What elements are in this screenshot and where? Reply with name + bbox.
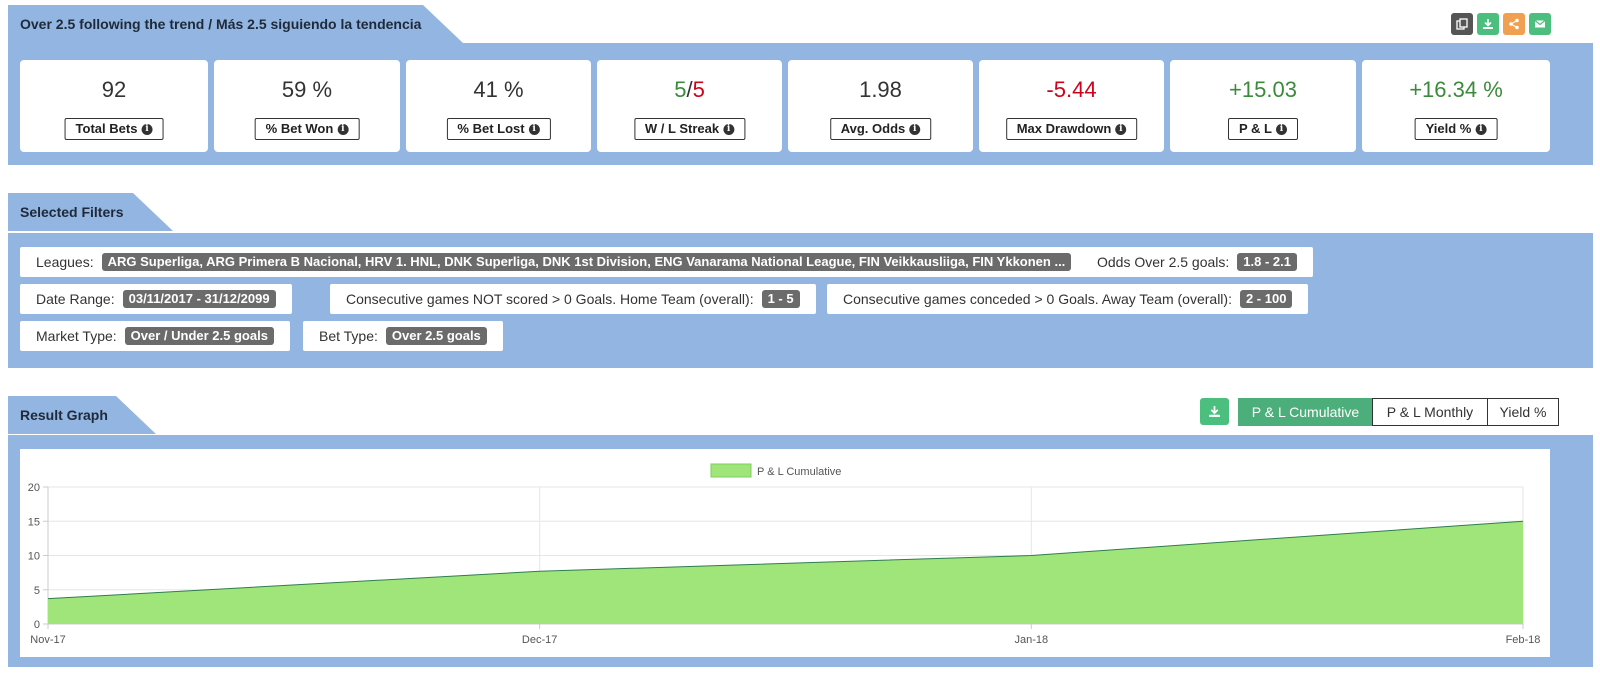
strategy-header: Over 2.5 following the trend / Más 2.5 s…	[8, 5, 463, 43]
stat-value: 5/5	[674, 77, 705, 102]
stat-total-bets: 92 Total Bets i	[20, 60, 208, 152]
tab-pl-monthly[interactable]: P & L Monthly	[1372, 398, 1488, 426]
y-tick-label: 20	[28, 482, 40, 494]
legend-label: P & L Cumulative	[757, 466, 841, 478]
copy-icon	[1456, 18, 1468, 30]
download-button[interactable]	[1477, 13, 1499, 35]
filter-label: Bet Type:	[319, 328, 378, 344]
filter-conceded: Consecutive games conceded > 0 Goals. Aw…	[827, 284, 1309, 314]
stat-value: 41 %	[473, 77, 524, 102]
filter-label: Leagues:	[36, 254, 94, 270]
stat-label[interactable]: % Bet Lost i	[446, 118, 551, 140]
filters-title: Selected Filters	[20, 204, 124, 220]
graph-download-button[interactable]	[1200, 398, 1229, 425]
y-tick-label: 15	[28, 516, 40, 528]
info-icon[interactable]: i	[1475, 123, 1487, 135]
x-tick-label: Jan-18	[1015, 634, 1049, 646]
pl-cumulative-chart: 0 5 10 15 20 Nov-17 Dec-17 Jan-18 Feb-18 P & L Cu…	[28, 463, 1541, 646]
stat-label[interactable]: Total Bets i	[64, 118, 164, 140]
stat-label[interactable]: Yield % i	[1414, 118, 1498, 140]
legend-swatch	[710, 463, 752, 478]
info-icon[interactable]: i	[1276, 123, 1287, 135]
info-icon[interactable]: i	[528, 123, 540, 135]
graph-title: Result Graph	[20, 407, 108, 423]
stat-label[interactable]: W / L Streak i	[633, 118, 746, 140]
share-button[interactable]	[1503, 13, 1525, 35]
stat-label[interactable]: Avg. Odds i	[829, 118, 932, 140]
email-button[interactable]	[1529, 13, 1551, 35]
y-tick-label: 10	[28, 551, 40, 563]
envelope-icon	[1534, 20, 1546, 28]
stat-yield: +16.34 % Yield % i	[1362, 60, 1550, 152]
info-icon[interactable]: i	[909, 123, 921, 135]
y-tick-label: 5	[34, 585, 40, 597]
filter-value: 1.8 - 2.1	[1237, 253, 1297, 271]
graph-header: Result Graph	[8, 396, 156, 434]
stat-avg-odds: 1.98 Avg. Odds i	[788, 60, 973, 152]
filter-label: Consecutive games NOT scored > 0 Goals. …	[346, 291, 754, 307]
tab-pl-cumulative[interactable]: P & L Cumulative	[1238, 398, 1373, 426]
x-tick-label: Nov-17	[30, 634, 65, 646]
filter-label: Odds Over 2.5 goals:	[1097, 254, 1230, 270]
filter-value: ARG Superliga, ARG Primera B Nacional, H…	[101, 253, 1072, 271]
download-icon	[1209, 406, 1220, 417]
stat-max-drawdown: -5.44 Max Drawdown i	[979, 60, 1164, 152]
stat-label[interactable]: Max Drawdown i	[1005, 118, 1138, 140]
stat-label[interactable]: % Bet Won i	[254, 118, 360, 140]
info-icon[interactable]: i	[723, 123, 735, 135]
stat-value: 92	[101, 77, 127, 102]
filter-label: Consecutive games conceded > 0 Goals. Aw…	[843, 291, 1232, 307]
filter-label: Market Type:	[36, 328, 117, 344]
info-icon[interactable]: i	[141, 123, 153, 135]
share-icon	[1509, 18, 1519, 30]
series-line	[47, 520, 1524, 600]
chart-area: 0 5 10 15 20 Nov-17 Dec-17 Jan-18 Feb-18 P & L Cu…	[20, 449, 1550, 657]
strategy-title: Over 2.5 following the trend / Más 2.5 s…	[20, 16, 422, 32]
filter-value: 2 - 100	[1239, 290, 1293, 308]
x-tick-label: Feb-18	[1506, 634, 1541, 646]
filter-value: Over 2.5 goals	[385, 327, 487, 345]
y-tick-label: 0	[34, 619, 40, 631]
filter-value: 03/11/2017 - 31/12/2099	[122, 290, 276, 308]
filter-not-scored: Consecutive games NOT scored > 0 Goals. …	[330, 284, 816, 314]
filter-bet-type: Bet Type: Over 2.5 goals	[303, 321, 503, 351]
stat-value: -5.44	[1046, 77, 1097, 102]
info-icon[interactable]: i	[337, 123, 349, 135]
info-icon[interactable]: i	[1115, 123, 1127, 135]
filter-value: 1 - 5	[761, 290, 800, 308]
stat-value: 59 %	[281, 77, 333, 102]
filter-leagues: Leagues: ARG Superliga, ARG Primera B Na…	[20, 247, 1088, 277]
stat-bet-lost: 41 % % Bet Lost i	[406, 60, 591, 152]
stat-value: +16.34 %	[1409, 77, 1503, 102]
filter-label: Date Range:	[36, 291, 115, 307]
stat-wl-streak: 5/5 W / L Streak i	[597, 60, 782, 152]
filters-header: Selected Filters	[8, 193, 173, 231]
filter-market-type: Market Type: Over / Under 2.5 goals	[20, 321, 290, 351]
filter-odds: Odds Over 2.5 goals: 1.8 - 2.1	[1081, 247, 1313, 277]
stat-value: 1.98	[859, 77, 902, 102]
filter-date-range: Date Range: 03/11/2017 - 31/12/2099	[20, 284, 292, 314]
download-icon	[1483, 19, 1493, 29]
filter-value: Over / Under 2.5 goals	[124, 327, 274, 345]
stat-value: +15.03	[1229, 77, 1297, 102]
copy-button[interactable]	[1451, 13, 1473, 35]
tab-yield[interactable]: Yield %	[1487, 398, 1559, 426]
x-tick-label: Dec-17	[522, 634, 557, 646]
stat-bet-won: 59 % % Bet Won i	[214, 60, 400, 152]
